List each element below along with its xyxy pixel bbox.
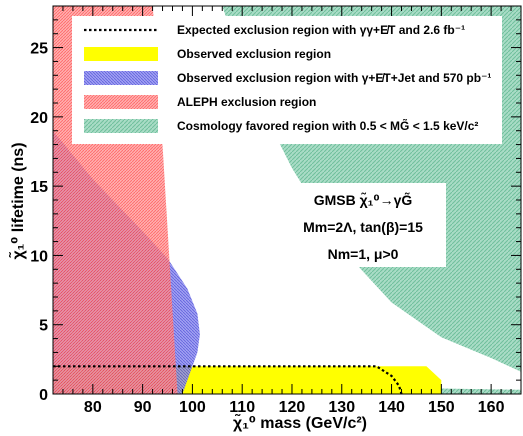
- x-tick-label: 160: [478, 399, 505, 416]
- x-tick-label: 90: [134, 399, 152, 416]
- legend-swatch: [84, 119, 158, 133]
- x-axis-title: χ̃₁⁰ mass (GeV/c²): [233, 412, 367, 432]
- x-tick-label: 100: [179, 399, 206, 416]
- expected-exclusion-line: [53, 365, 403, 394]
- y-tick-label: 20: [30, 110, 48, 127]
- axes: 80 90 100 110 120 130 140 150 160 0 5 10 15 20 25: [30, 5, 522, 416]
- x-tick-label: 150: [428, 399, 455, 416]
- y-tick-label: 5: [39, 318, 48, 335]
- x-tick-label: 80: [84, 399, 102, 416]
- model-parameters-box: GMSB χ̃₁⁰→γG̃ Mm=2Λ, tan(β)=15 Nm=1, μ>0: [281, 183, 446, 267]
- x-tick-label: 140: [378, 399, 405, 416]
- legend-label: Expected exclusion region with γγ+E̸T an…: [177, 23, 465, 37]
- x-tick-label: 110: [229, 399, 255, 416]
- legend: Expected exclusion region with γγ+E̸T an…: [72, 16, 502, 144]
- legend-swatch: [84, 47, 158, 61]
- model-line-3: Nm=1, μ>0: [328, 246, 399, 262]
- model-box-background: [281, 183, 446, 267]
- legend-label: ALEPH exclusion region: [177, 95, 316, 109]
- legend-swatch: [84, 95, 158, 109]
- x-tick-label: 130: [328, 399, 355, 416]
- legend-label: Observed exclusion region: [177, 47, 331, 61]
- y-tick-label: 25: [30, 41, 48, 58]
- legend-label: Cosmology favored region with 0.5 < MG̃ …: [177, 118, 478, 133]
- legend-swatch: [84, 71, 158, 85]
- model-line-1: GMSB χ̃₁⁰→γG̃: [314, 191, 413, 208]
- x-tick-label: 120: [279, 399, 306, 416]
- y-tick-label: 15: [30, 179, 48, 196]
- model-line-2: Mm=2Λ, tan(β)=15: [303, 219, 423, 235]
- y-tick-label: 10: [30, 248, 48, 265]
- y-tick-label: 0: [39, 387, 48, 404]
- y-axis-title: χ̃₁⁰ lifetime (ns): [7, 142, 27, 259]
- legend-label: Observed exclusion region with γ+E̸T+Jet…: [177, 71, 491, 85]
